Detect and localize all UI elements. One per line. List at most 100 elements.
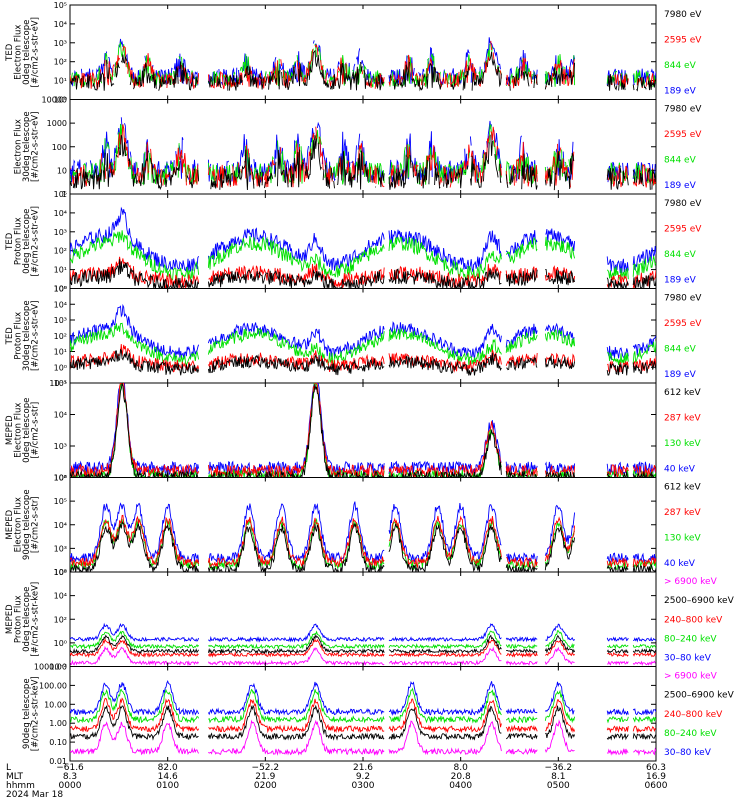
y-tick-label: 10³: [54, 544, 67, 553]
x-tick-label: 0000: [59, 781, 82, 791]
y-tick-label: 10⁰: [54, 285, 67, 294]
y-axis-label-line: 0deg telescope: [22, 398, 32, 463]
y-tick-label: 10⁵: [54, 497, 67, 506]
y-axis-label-line: Electron Flux: [14, 25, 24, 80]
y-axis-label-line: 30deg telescope: [22, 111, 32, 182]
y-axis-label-line: Proton Flux: [14, 217, 24, 265]
x-tick-label: 60.3: [646, 763, 666, 773]
y-axis-label-line: [#/cm2-s-str-keV]: [31, 582, 41, 657]
legend-entry: 844 eV: [664, 250, 697, 260]
y-axis-label-line: 90deg telescope: [22, 489, 32, 560]
y-tick-label: 10²: [54, 568, 67, 577]
series-trace-189-ev: [70, 206, 656, 274]
series-trace-30-80-kev: [70, 622, 656, 643]
legend-entry: 130 keV: [664, 534, 701, 544]
y-tick-label: 10.00: [44, 700, 67, 709]
y-axis-label-line: [#/cm2-s-str-eV]: [31, 17, 41, 87]
legend-entry: > 6900 keV: [664, 577, 718, 587]
legend-entry: 844 eV: [664, 156, 697, 166]
x-tick-label: 20.8: [451, 772, 471, 782]
series-trace-189-ev: [70, 37, 656, 87]
y-axis-label-line: 0deg telescope: [22, 587, 32, 652]
series-trace-287-kev: [70, 514, 656, 569]
series-trace-287-kev: [70, 383, 656, 478]
y-axis-label-line: TED: [5, 43, 15, 62]
legend-entry: 80–240 keV: [664, 634, 717, 644]
series-trace-80-240-kev: [70, 630, 656, 650]
legend-entry: 2595 eV: [664, 319, 702, 329]
y-tick-label: 10⁶: [54, 474, 67, 483]
y-tick-label: 10⁻²: [49, 663, 67, 672]
y-tick-label: 10³: [54, 39, 67, 48]
legend-entry: 7980 eV: [664, 294, 702, 304]
y-axis-label-line: 0deg telescope: [22, 20, 32, 85]
y-tick-label: 10⁶: [54, 568, 67, 577]
y-tick-label: 0.01: [49, 757, 67, 766]
x-tick-label: 16.9: [646, 772, 666, 782]
legend-entry: 7980 eV: [664, 10, 702, 20]
y-axis-label-line: MEPED: [5, 415, 15, 445]
y-tick-label: 0.10: [49, 738, 67, 747]
legend-entry: 30–80 keV: [664, 654, 712, 664]
x-tick-label: 8.3: [63, 772, 77, 782]
legend-entry: 7980 eV: [664, 105, 702, 115]
x-tick-label: 82.0: [158, 763, 178, 773]
y-tick-label: 10⁵: [54, 1, 67, 10]
series-trace-130-kev: [70, 383, 656, 478]
series-trace-7980-ev: [70, 49, 656, 92]
legend-entry: 189 eV: [664, 87, 697, 97]
y-tick-label: 10⁵: [54, 190, 67, 199]
y-tick-label: 1.00: [49, 719, 67, 728]
legend-entry: 189 eV: [664, 181, 697, 191]
y-axis-label-line: [#/cm2-s-str-eV]: [31, 206, 41, 276]
x-tick-label: 21.9: [255, 772, 275, 782]
series-trace-2595-ev: [70, 41, 656, 89]
y-axis-label-line: Electron Flux: [14, 403, 24, 458]
y-tick-label: 10²: [54, 332, 67, 341]
legend-entry: 40 keV: [664, 465, 696, 475]
legend-entry: 2500–6900 keV: [664, 596, 735, 606]
y-axis-label-line: Electron Flux: [14, 119, 24, 174]
y-tick-label: 1000.00: [34, 663, 67, 672]
series-trace-189-ev: [70, 303, 656, 361]
x-tick-label: −36.2: [545, 763, 573, 773]
series-trace-7980-ev: [70, 348, 656, 376]
series-trace-30-80-kev: [70, 680, 656, 717]
legend-entry: 2595 eV: [664, 130, 702, 140]
legend-entry: 844 eV: [664, 61, 697, 71]
x-tick-label: 0200: [254, 781, 277, 791]
series-trace-40-kev: [70, 501, 656, 564]
series-trace-7980-ev: [70, 259, 656, 289]
y-axis-label-line: TED: [5, 232, 15, 251]
series-trace-2500-6900-kev: [70, 704, 656, 741]
x-tick-label: 9.2: [356, 772, 370, 782]
x-tick-label: 8.0: [454, 763, 469, 773]
legend-entry: 612 keV: [664, 388, 701, 398]
series-trace-240-800-kev: [70, 637, 656, 658]
x-row-label: L: [6, 763, 11, 773]
y-tick-label: 10⁴: [54, 300, 67, 309]
panel-frame: [69, 666, 657, 762]
panel-frame: [69, 571, 657, 667]
legend-entry: 189 eV: [664, 276, 697, 286]
y-tick-label: 10¹: [54, 77, 67, 86]
y-tick-label: 10³: [54, 316, 67, 325]
legend-entry: 2500–6900 keV: [664, 691, 735, 701]
y-tick-label: 1: [62, 190, 67, 199]
legend-entry: 40 keV: [664, 559, 696, 569]
panel-frame: [69, 193, 657, 289]
y-axis-label-line: [#/cm2-s-str]: [31, 496, 41, 553]
y-tick-label: 10¹: [54, 266, 67, 275]
y-tick-label: 10⁰: [54, 639, 67, 648]
y-tick-label: 10²: [54, 58, 67, 67]
y-axis-label-line: [#/cm2-s-str-eV]: [31, 112, 41, 182]
x-tick-label: 8.1: [551, 772, 565, 782]
x-tick-label: 0100: [156, 781, 179, 791]
